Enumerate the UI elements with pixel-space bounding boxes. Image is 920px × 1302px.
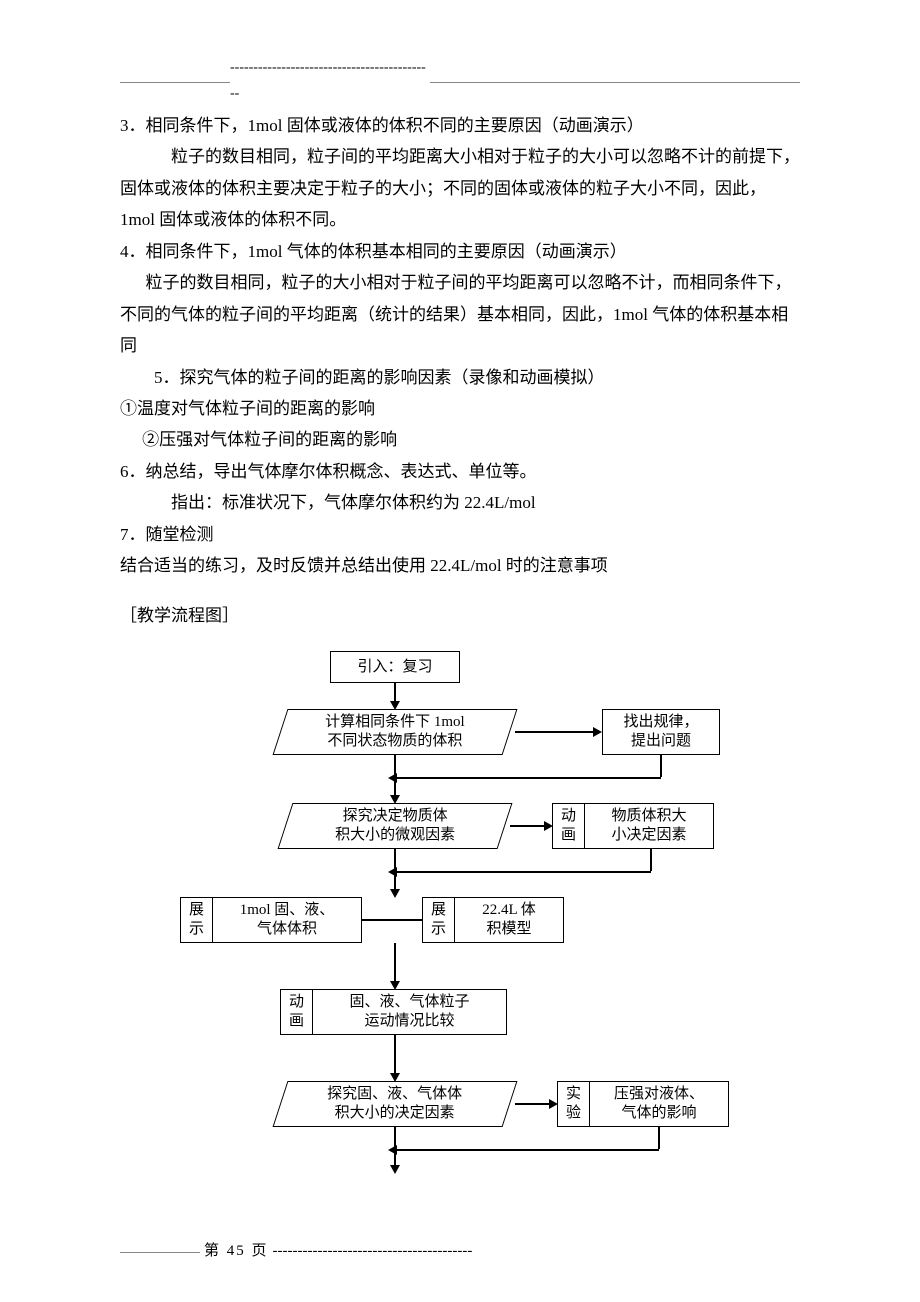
flow-connector: [515, 731, 595, 733]
flow-connector: [394, 943, 396, 983]
flow-connector: [394, 1035, 396, 1075]
flow-node-22-4l: 22.4L 体 积模型: [454, 897, 564, 943]
arrow-left-icon: [388, 773, 397, 783]
flow-label: 计算相同条件下 1mol 不同状态物质的体积: [325, 713, 465, 751]
flow-tag-show: 展 示: [422, 897, 454, 943]
arrow-down-icon: [390, 889, 400, 898]
flow-connector: [658, 1127, 660, 1149]
flow-node-pressure: 压强对液体、 气体的影响: [589, 1081, 729, 1127]
header-rule: ----------------------------------------…: [120, 82, 800, 83]
flow-connector: [650, 849, 652, 871]
flow-tag-show: 展 示: [180, 897, 212, 943]
flow-connector: [394, 1127, 396, 1167]
item-5b: ②压强对气体粒子间的距离的影响: [120, 424, 800, 455]
flow-connector: [510, 825, 546, 827]
arrow-left-icon: [388, 867, 397, 877]
body-text: 3．相同条件下，1mol 固体或液体的体积不同的主要原因（动画演示） 粒子的数目…: [120, 110, 800, 1246]
footer-dashes: ----------------------------------------: [273, 1238, 503, 1266]
flow-label: 探究决定物质体 积大小的微观因素: [335, 807, 455, 845]
flow-node-1mol-vol: 1mol 固、液、 气体体积: [212, 897, 362, 943]
document-page: ----------------------------------------…: [0, 0, 920, 1302]
flow-connector: [394, 683, 396, 703]
item-7-heading: 7．随堂检测: [120, 519, 800, 550]
item-3-heading: 3．相同条件下，1mol 固体或液体的体积不同的主要原因（动画演示）: [120, 110, 800, 141]
rule-segment: [430, 82, 800, 83]
item-4-heading: 4．相同条件下，1mol 气体的体积基本相同的主要原因（动画演示）: [120, 236, 800, 267]
flow-label: 探究固、液、气体体 积大小的决定因素: [327, 1085, 462, 1123]
flow-node-particle-motion: 固、液、气体粒子 运动情况比较: [312, 989, 507, 1035]
flow-node-intro: 引入：复习: [330, 651, 460, 683]
flow-connector: [515, 1103, 551, 1105]
flow-connector: [394, 755, 396, 797]
arrow-down-icon: [390, 1165, 400, 1174]
item-4-body: 粒子的数目相同，粒子的大小相对于粒子间的平均距离可以忽略不计，而相同条件下，不同…: [120, 267, 800, 361]
item-5a: ①温度对气体粒子间的距离的影响: [120, 393, 800, 424]
rule-segment: [120, 82, 230, 83]
flow-connector: [660, 755, 662, 777]
flowchart: 引入：复习 计算相同条件下 1mol 不同状态物质的体积 找出规律， 提出问题 …: [120, 651, 800, 1246]
arrow-left-icon: [388, 1145, 397, 1155]
flowchart-title: ［教学流程图］: [120, 600, 800, 631]
rule-segment: [120, 1252, 200, 1253]
page-number: 第 45 页: [200, 1238, 273, 1266]
header-dashes: ----------------------------------------…: [230, 55, 430, 107]
flow-node-explore-det: 探究固、液、气体体 积大小的决定因素: [273, 1081, 518, 1127]
footer-rule: 第 45 页 ---------------------------------…: [120, 1238, 800, 1266]
flow-connector: [394, 849, 396, 891]
item-3-body: 粒子的数目相同，粒子间的平均距离大小相对于粒子的大小可以忽略不计的前提下，固体或…: [120, 141, 800, 235]
flow-tag-anim: 动 画: [552, 803, 584, 849]
arrow-right-icon: [593, 727, 602, 737]
item-6-heading: 6．纳总结，导出气体摩尔体积概念、表达式、单位等。: [120, 456, 800, 487]
flow-node-rule: 找出规律， 提出问题: [602, 709, 720, 755]
flow-connector: [395, 871, 651, 873]
flow-node-calc: 计算相同条件下 1mol 不同状态物质的体积: [273, 709, 518, 755]
flow-connector: [395, 1149, 659, 1151]
flow-node-explore-factors: 探究决定物质体 积大小的微观因素: [278, 803, 513, 849]
item-7-body: 结合适当的练习，及时反馈并总结出使用 22.4L/mol 时的注意事项: [120, 550, 800, 581]
flow-tag-anim: 动 画: [280, 989, 312, 1035]
item-5-heading: 5．探究气体的粒子间的距离的影响因素（录像和动画模拟）: [120, 362, 800, 393]
flow-node-vol-factors: 物质体积大 小决定因素: [584, 803, 714, 849]
flow-tag-exp: 实 验: [557, 1081, 589, 1127]
flow-connector: [395, 777, 661, 779]
flow-connector: [362, 919, 422, 921]
item-6-body: 指出：标准状况下，气体摩尔体积约为 22.4L/mol: [120, 487, 800, 518]
